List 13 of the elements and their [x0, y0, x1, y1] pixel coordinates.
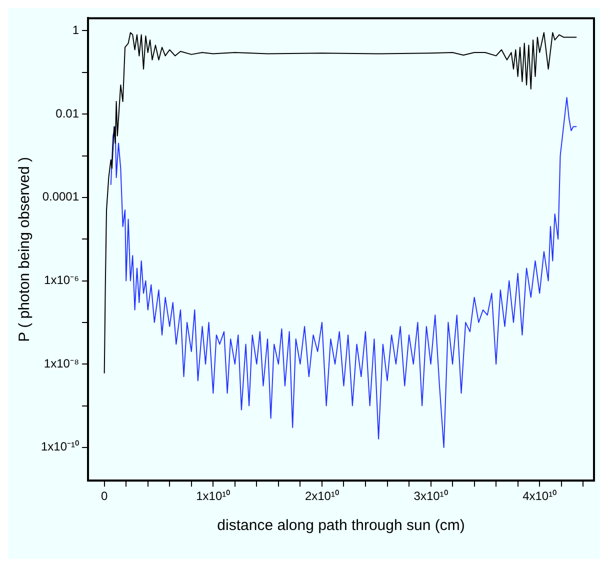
- x-axis-title: distance along path through sun (cm): [217, 517, 465, 534]
- y-axis-title: P ( photon being observed ): [16, 156, 34, 342]
- y-tick-label: 1: [72, 23, 80, 38]
- y-tick-label: 0.01: [56, 106, 80, 120]
- y-tick-label: 1x10⁻¹⁰: [40, 440, 80, 454]
- y-tick-label: 0.0001: [42, 190, 80, 204]
- x-tick-label: 4x10¹⁰: [522, 489, 557, 504]
- x-tick-label: 0: [100, 489, 108, 504]
- x-tick-label: 3x10¹⁰: [414, 489, 448, 504]
- y-tick-label: 1x10⁻⁸: [44, 356, 80, 370]
- y-tick-label: 1x10⁻⁶: [44, 273, 80, 288]
- x-tick-label: 2x10¹⁰: [304, 489, 339, 504]
- x-tick-label: 1x10¹⁰: [196, 489, 230, 504]
